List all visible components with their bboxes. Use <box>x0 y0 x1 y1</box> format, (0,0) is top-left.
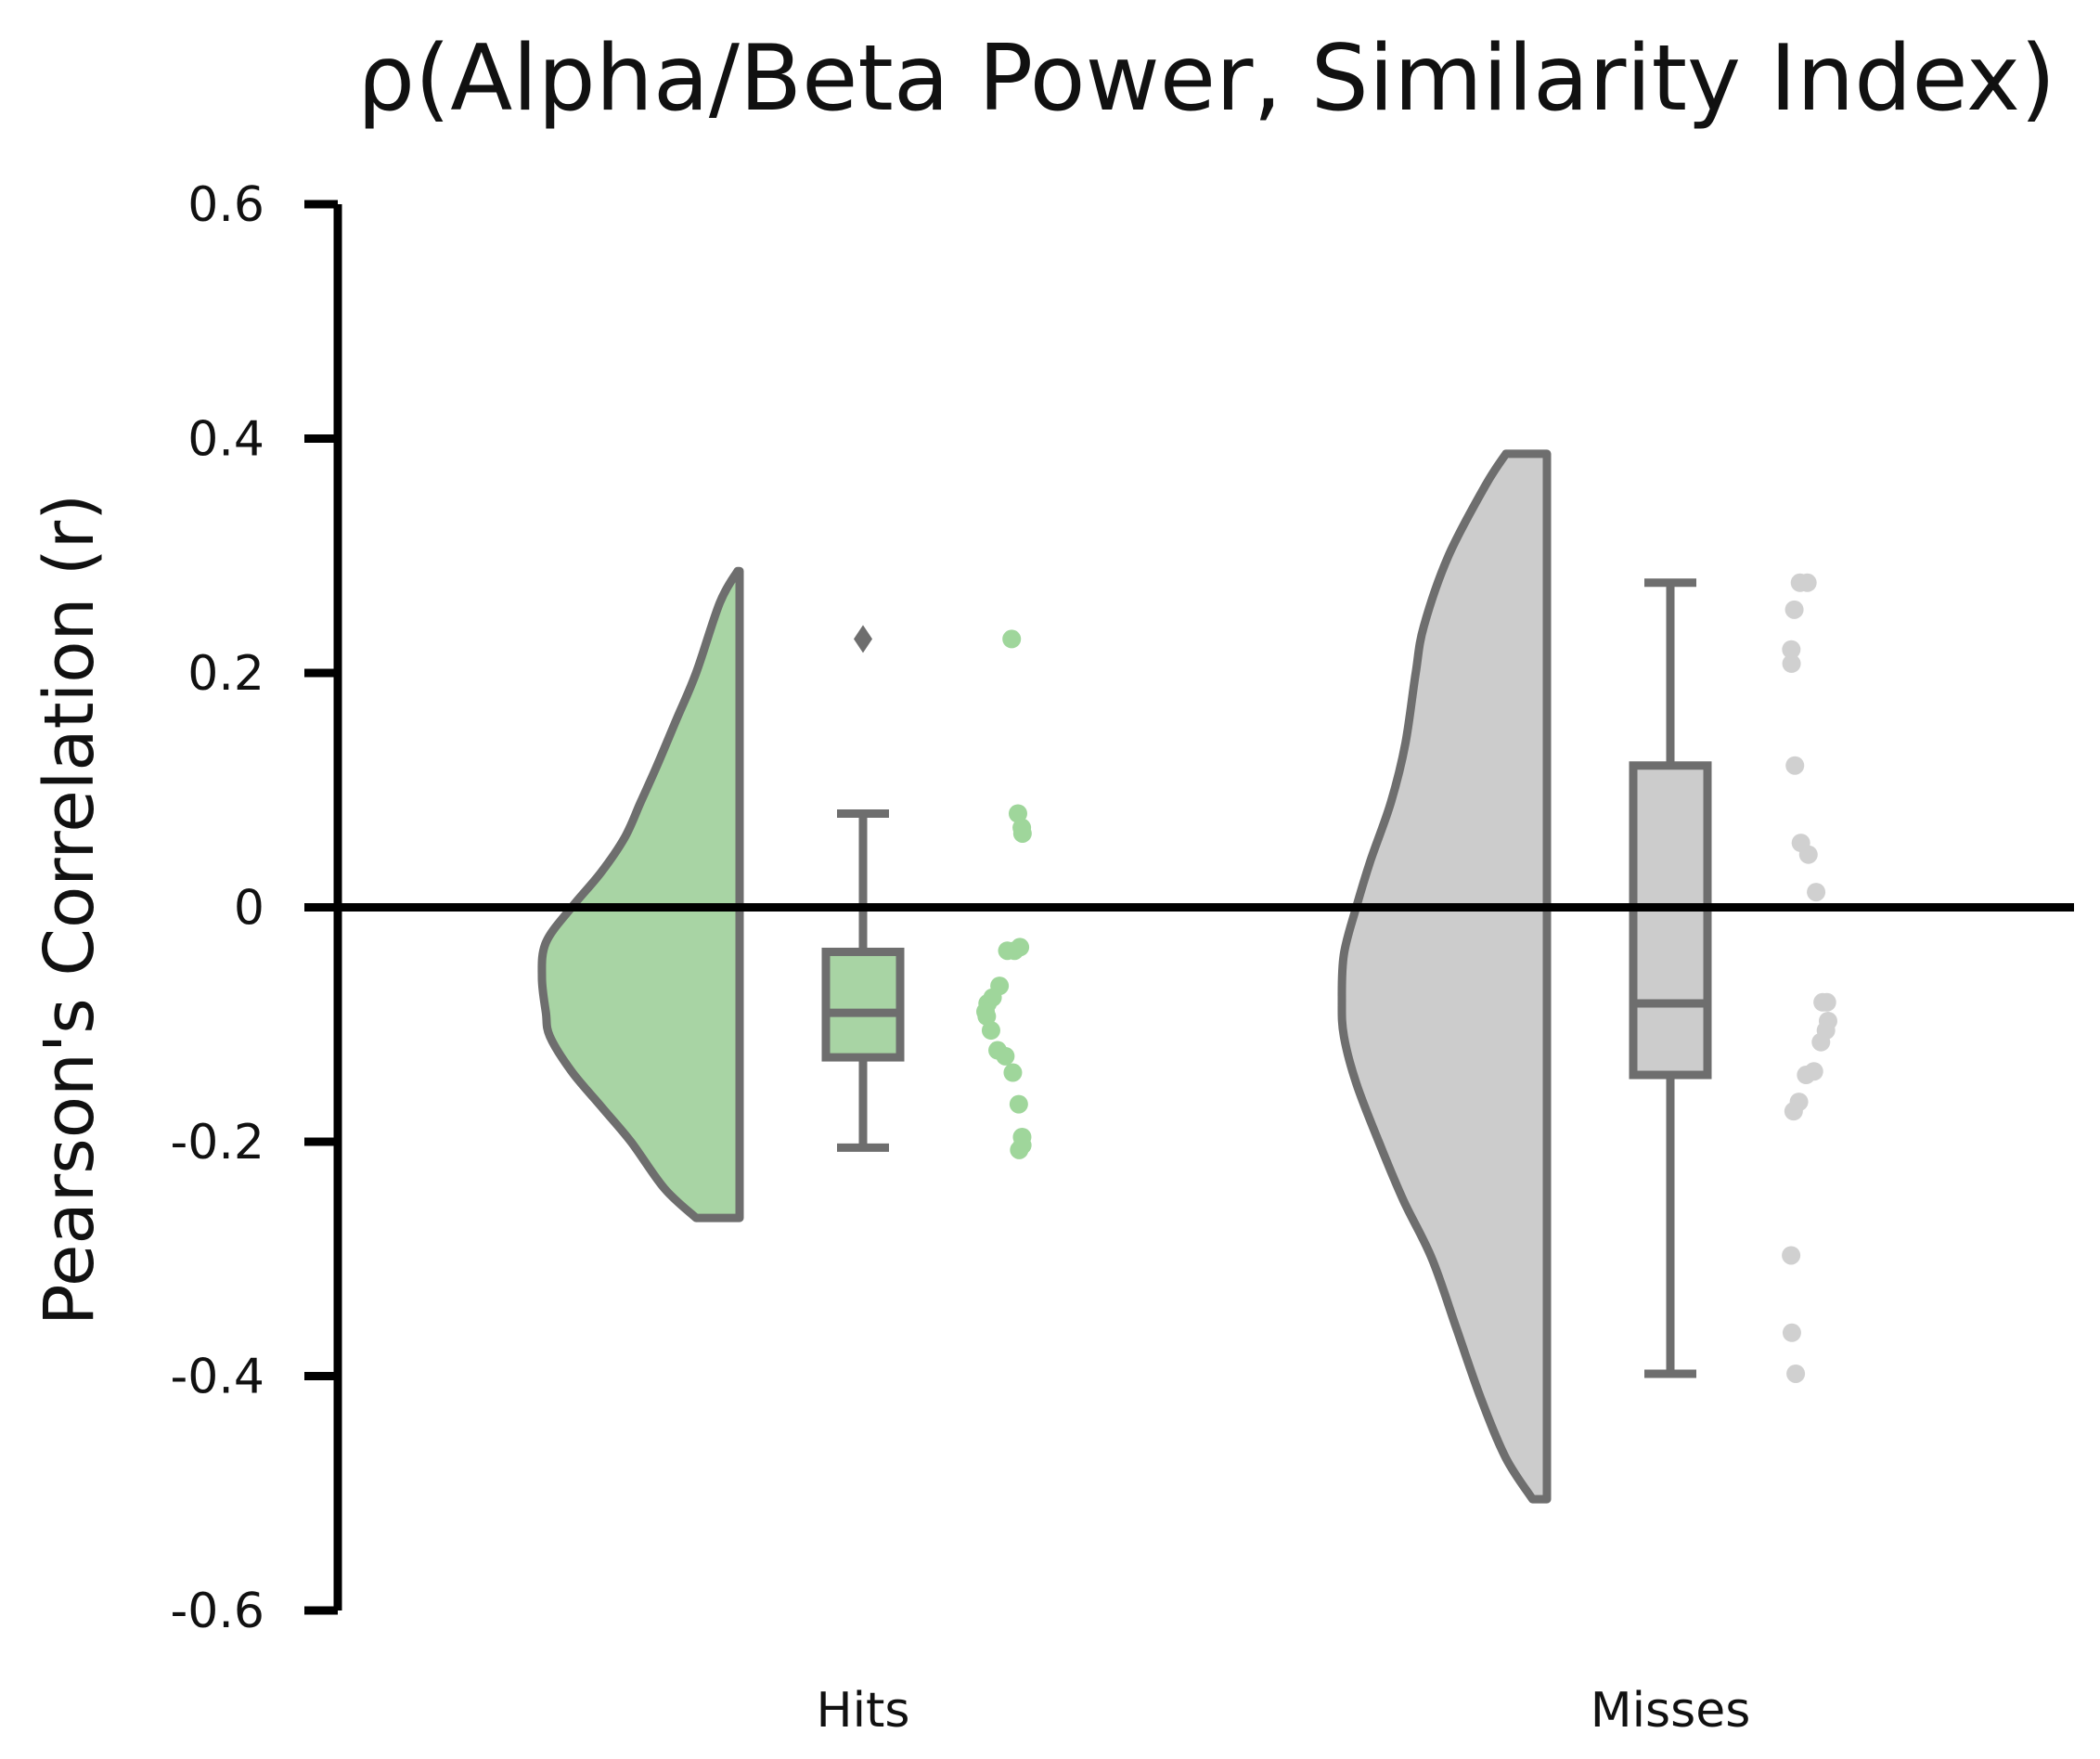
data-points <box>976 573 1837 1383</box>
hits-data-point <box>1009 1094 1028 1114</box>
misses-data-point <box>1782 1246 1801 1265</box>
y-axis-label: Pearson's Correlation (r) <box>30 494 110 1326</box>
hits-data-point <box>1012 823 1032 843</box>
misses-data-point <box>1786 1364 1806 1383</box>
y-tick-label: -0.6 <box>171 1584 264 1639</box>
hits-data-point <box>981 1021 1000 1041</box>
y-tick-label: -0.2 <box>171 1115 264 1171</box>
y-tick-label: 0.4 <box>187 412 264 468</box>
density-clouds <box>537 449 1552 1504</box>
misses-data-point <box>1797 1066 1816 1085</box>
x-axis-categories: Hits Misses <box>816 1683 1750 1739</box>
misses-data-point <box>1811 1032 1831 1052</box>
y-tick-label: 0 <box>234 881 264 937</box>
chart-title: ρ(Alpha/Beta Power, Similarity Index) <box>357 26 2055 132</box>
box-plots <box>821 578 1712 1378</box>
hits-data-point <box>977 1006 997 1026</box>
y-tick-label: 0.2 <box>187 646 264 702</box>
misses-density-cloud <box>1337 449 1552 1504</box>
y-tick-label: -0.4 <box>171 1350 264 1405</box>
misses-data-point <box>1807 883 1826 902</box>
misses-box <box>1629 761 1712 1080</box>
misses-data-point <box>1790 573 1810 592</box>
y-axis: 0.6 0.4 0.2 0 -0.2 -0.4 -0.6 <box>171 177 2074 1639</box>
x-tick-label-hits: Hits <box>816 1683 909 1739</box>
hits-data-point <box>1002 629 1022 649</box>
misses-data-point <box>1785 756 1805 775</box>
hits-data-point <box>1003 1063 1023 1082</box>
hits-data-point <box>996 1046 1015 1066</box>
misses-data-point <box>1784 1102 1803 1121</box>
hits-density-cloud <box>537 566 744 1222</box>
hits-outlier-marker <box>854 625 872 653</box>
misses-data-point <box>1782 653 1801 673</box>
misses-data-point <box>1798 845 1818 864</box>
x-tick-label-misses: Misses <box>1591 1683 1751 1739</box>
misses-data-point <box>1782 1323 1801 1342</box>
hits-data-point <box>1008 804 1027 823</box>
hits-box <box>821 947 905 1062</box>
y-tick-label: 0.6 <box>187 177 264 233</box>
misses-data-point <box>1782 640 1801 659</box>
misses-data-point <box>1817 992 1836 1012</box>
hits-data-point <box>1010 1140 1029 1159</box>
misses-data-point <box>1784 600 1804 619</box>
hits-data-point <box>998 941 1017 961</box>
